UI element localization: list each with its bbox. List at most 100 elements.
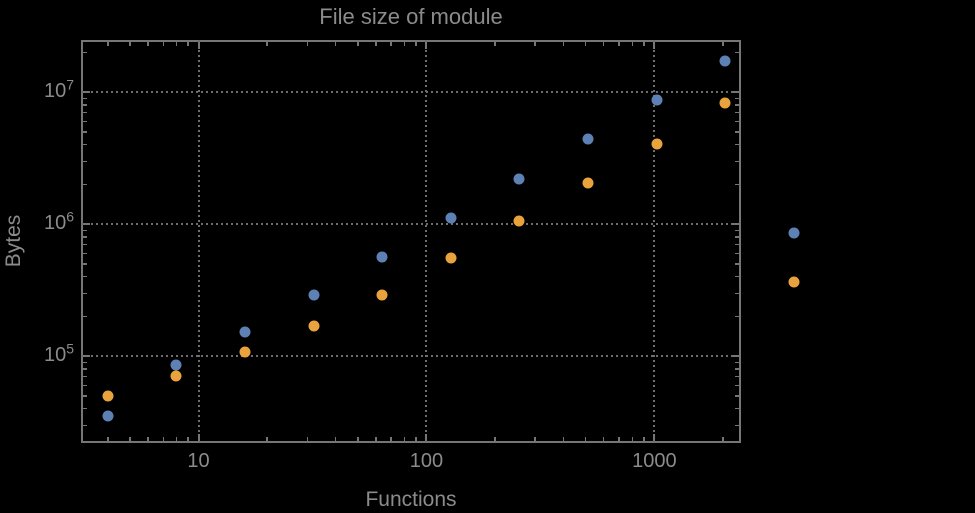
y-tick-label: 105 — [43, 340, 74, 367]
x-tick-bottom — [722, 437, 724, 441]
x-tick-label: 100 — [409, 450, 444, 472]
data-point-series-2-orange-x4 — [102, 390, 114, 402]
y-tick-left — [83, 91, 90, 94]
data-point-series-1-blue-x4 — [102, 410, 114, 422]
x-tick-top — [722, 42, 724, 46]
y-tick-left — [83, 120, 87, 123]
data-point-series-1-blue-x16 — [239, 326, 251, 338]
x-axis-label: Functions — [365, 488, 457, 511]
x-tick-top — [147, 42, 149, 46]
x-tick-top — [129, 42, 131, 46]
x-tick-top — [107, 42, 109, 46]
x-tick-top — [306, 42, 308, 46]
y-tick-left — [83, 51, 87, 54]
y-tick-left — [83, 384, 87, 387]
x-tick-bottom — [562, 437, 565, 441]
x-tick-bottom — [494, 437, 496, 441]
x-tick-top — [266, 42, 268, 46]
data-point-series-2-orange-x64 — [376, 289, 388, 301]
data-point-series-2-orange-x256 — [513, 215, 525, 227]
y-tick-right — [735, 395, 739, 397]
y-tick-left — [83, 144, 87, 146]
y-tick-left — [83, 97, 87, 99]
x-tick-top — [585, 42, 587, 46]
y-tick-right — [735, 51, 739, 54]
y-tick-left — [83, 263, 87, 265]
x-tick-top — [425, 42, 428, 49]
x-tick-bottom — [618, 437, 620, 441]
y-tick-left — [83, 408, 87, 410]
y-tick-left — [83, 236, 87, 238]
y-tick-right — [735, 243, 739, 246]
x-tick-bottom — [335, 437, 337, 441]
gridline-vertical — [197, 40, 200, 443]
data-point-series-2-orange-x1024 — [651, 138, 663, 150]
chart-title: File size of module — [319, 4, 503, 29]
data-point-series-1-blue-x128 — [445, 212, 457, 224]
data-point-series-1-blue-x64 — [376, 251, 388, 263]
y-tick-right — [735, 361, 739, 363]
y-tick-right — [735, 424, 739, 426]
x-tick-top — [562, 42, 565, 46]
x-tick-bottom — [187, 437, 189, 441]
x-tick-bottom — [197, 434, 200, 441]
data-point-series-2-orange-x2048 — [719, 97, 731, 109]
y-tick-left — [83, 160, 87, 162]
y-tick-right — [735, 160, 739, 162]
y-tick-right — [735, 276, 739, 278]
y-tick-right — [735, 375, 739, 378]
x-tick-bottom — [175, 437, 178, 441]
x-tick-bottom — [129, 437, 131, 441]
x-tick-bottom — [107, 437, 109, 441]
y-tick-left — [83, 223, 90, 226]
x-tick-bottom — [585, 437, 587, 441]
x-tick-bottom — [390, 437, 392, 441]
y-tick-right — [735, 292, 739, 294]
y-tick-right — [735, 104, 739, 106]
x-tick-top — [631, 42, 633, 46]
y-tick-right — [735, 408, 739, 410]
data-point-series-1-blue-x2048 — [719, 55, 731, 67]
x-tick-top — [197, 42, 200, 49]
y-tick-right — [732, 91, 739, 94]
y-tick-right — [735, 315, 739, 318]
x-tick-top — [403, 42, 406, 46]
x-tick-bottom — [162, 437, 164, 441]
y-tick-right — [735, 131, 739, 133]
gridline-horizontal — [81, 223, 741, 226]
data-point-series-1-blue-x32 — [308, 289, 320, 301]
y-tick-left — [83, 131, 87, 133]
x-tick-top — [643, 42, 645, 46]
x-tick-top — [357, 42, 359, 46]
x-tick-top — [375, 42, 377, 46]
x-tick-bottom — [306, 437, 308, 441]
data-point-series-1-blue-x4096 — [788, 227, 800, 239]
y-tick-right — [735, 183, 739, 186]
x-tick-top — [415, 42, 417, 46]
x-tick-bottom — [357, 437, 359, 441]
gridline-vertical — [425, 40, 428, 443]
x-tick-top — [618, 42, 620, 46]
y-tick-left — [83, 361, 87, 363]
y-tick-right — [732, 355, 739, 358]
x-tick-bottom — [403, 437, 406, 441]
gridline-vertical — [653, 40, 656, 443]
y-tick-left — [83, 355, 90, 358]
gridline-horizontal — [81, 355, 741, 358]
data-point-series-2-orange-x32 — [308, 320, 320, 332]
data-point-series-2-orange-x4096 — [788, 276, 800, 288]
y-tick-right — [735, 236, 739, 238]
y-tick-left — [83, 243, 87, 246]
y-tick-left — [83, 368, 87, 370]
y-tick-left — [83, 375, 87, 378]
x-tick-bottom — [603, 437, 605, 441]
y-tick-left — [83, 315, 87, 318]
x-tick-label: 10 — [187, 450, 210, 472]
y-tick-right — [735, 384, 739, 387]
x-tick-bottom — [266, 437, 268, 441]
y-tick-left — [83, 183, 87, 186]
x-tick-bottom — [534, 437, 536, 441]
y-tick-left — [83, 104, 87, 106]
x-tick-top — [603, 42, 605, 46]
y-tick-right — [735, 368, 739, 370]
